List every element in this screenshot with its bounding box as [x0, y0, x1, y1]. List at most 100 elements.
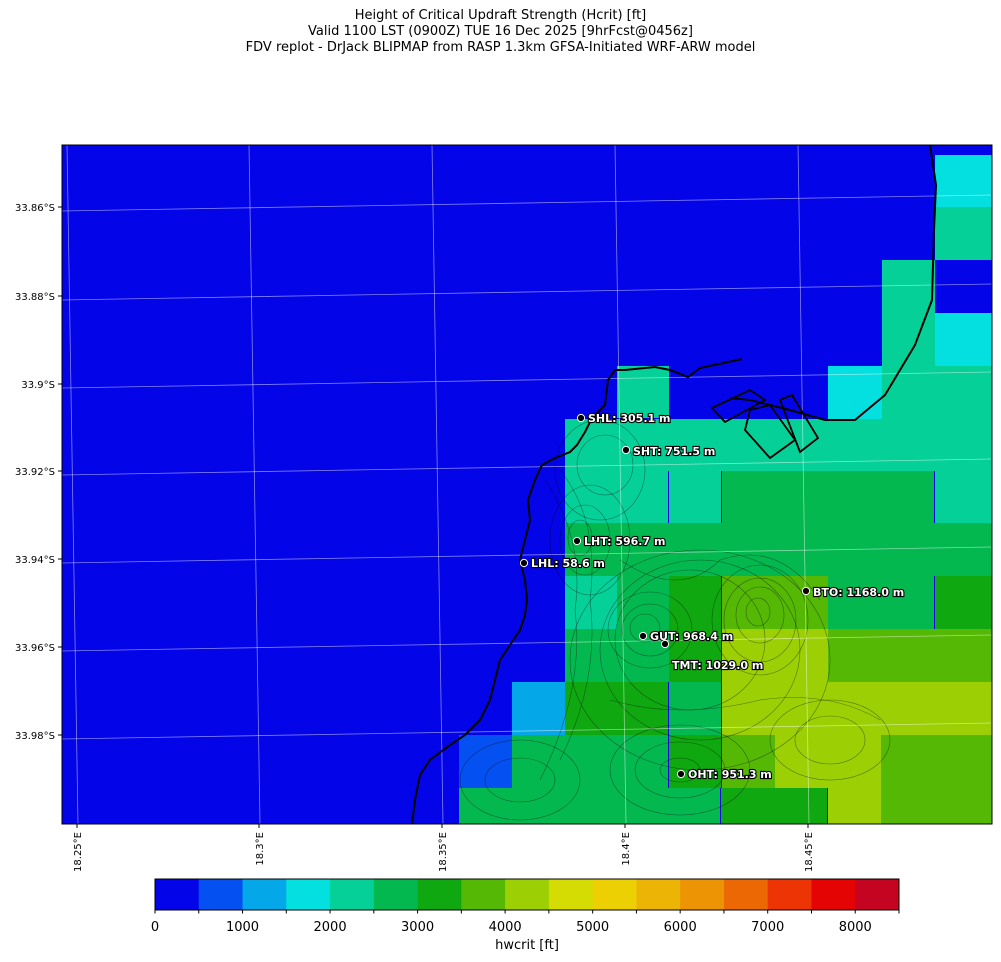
grid-cell: [617, 576, 669, 629]
colorbar-swatch: [417, 879, 462, 910]
station-marker-gut: [638, 631, 648, 641]
longitude-line: [66, 145, 79, 824]
grid-cell: [669, 682, 721, 735]
station-label-lht: LHT: 596.7 m: [584, 535, 665, 548]
latitude-ticks: 33.86°S 33.88°S 33.9°S 33.92°S 33.94°S 33.96°…: [15, 203, 62, 742]
station-marker-tmt: [660, 639, 670, 649]
grid-cell: [828, 576, 934, 629]
harbour-pier: [744, 403, 797, 460]
colorbar-swatch: [330, 879, 375, 910]
longitude-line: [797, 145, 810, 824]
grid-cell: [881, 788, 992, 824]
terrain-contours: [459, 419, 891, 821]
station-label-tmt: TMT: 1029.0 m: [672, 659, 763, 672]
grid-cell: [881, 629, 992, 682]
colorbar-swatch: [373, 879, 419, 910]
title-line-1: Height of Critical Updraft Strength (Hcr…: [354, 8, 647, 23]
graticule: [62, 145, 992, 824]
grid-cell: [459, 788, 512, 824]
longitude-line: [248, 145, 261, 824]
colorbar-swatch: [811, 879, 856, 910]
grid-cell: [669, 576, 721, 629]
grid-cell: [512, 735, 565, 788]
station-marker-shl: [576, 413, 586, 423]
map-area: SHL: 305.1 m SHT: 751.5 m LHT: 596.7 m LHL:…: [62, 145, 992, 824]
grid-cell: [775, 735, 881, 788]
station-label-lhl: LHL: 58.6 m: [531, 557, 605, 570]
coastline-east: [729, 145, 938, 421]
grid-cell: [722, 682, 992, 735]
grid-cell: [669, 629, 721, 682]
grid-cell: [722, 471, 934, 523]
harbour-mole: [778, 393, 820, 454]
harbour-breakwater: [710, 388, 767, 424]
station-marker-lht: [572, 536, 582, 546]
colorbar-swatch: [155, 879, 200, 910]
colorbar-tick-label: 5000: [576, 920, 609, 935]
grid-cell: [935, 471, 992, 523]
station-label-sht: SHT: 751.5 m: [633, 445, 715, 458]
grid-cell: [669, 471, 721, 523]
latitude-line: [62, 194, 992, 212]
colorbar-swatch: [461, 879, 506, 910]
grid-cell: [565, 682, 668, 735]
hcrit-grid: [459, 155, 992, 824]
grid-cell: [669, 735, 721, 788]
latitude-line: [62, 371, 992, 389]
colorbar-tick-label: 7000: [751, 920, 784, 935]
lat-tick-label: 33.9°S: [21, 380, 55, 391]
longitude-ticks: 18.25°E 18.3°E 18.35°E 18.4°E 18.45°E: [73, 824, 815, 872]
lon-tick-label: 18.3°E: [255, 832, 266, 866]
grid-cell: [882, 366, 992, 419]
colorbar-label: hwcrit [ft]: [495, 938, 559, 953]
grid-cell: [565, 629, 617, 682]
grid-cell: [565, 576, 617, 629]
station-marker-oht: [676, 769, 686, 779]
station-marker-bto: [801, 586, 811, 596]
colorbar-swatch: [548, 879, 594, 910]
colorbar-tick-label: 3000: [401, 920, 434, 935]
colorbar-swatch: [242, 879, 287, 910]
colorbar: 0 1000 2000 3000 4000 5000 6000 7000 8000 hwcrit…: [151, 878, 900, 953]
lon-tick-label: 18.25°E: [73, 832, 84, 872]
map-frame: [61, 144, 993, 825]
lon-tick-label: 18.35°E: [438, 832, 449, 872]
latitude-line: [62, 283, 992, 301]
colorbar-swatch: [636, 879, 681, 910]
grid-cell: [512, 788, 720, 824]
colorbar-swatch: [505, 879, 550, 910]
station-label-oht: OHT: 951.3 m: [688, 768, 772, 781]
lat-tick-label: 33.88°S: [15, 292, 55, 303]
latitude-line: [62, 458, 992, 476]
station-label-gut: GUT: 968.4 m: [650, 630, 733, 643]
grid-cell: [935, 155, 992, 207]
lon-tick-label: 18.4°E: [621, 832, 632, 866]
grid-cell: [935, 207, 992, 260]
latitude-line: [62, 722, 992, 740]
longitude-line: [614, 145, 627, 824]
station-marker-lhl: [519, 558, 529, 568]
colorbar-ticks: 0 1000 2000 3000 4000 5000 6000 7000 8000: [151, 910, 900, 935]
colorbar-swatch: [198, 879, 244, 910]
grid-cell: [935, 313, 992, 366]
colorbar-tick-label: 6000: [664, 920, 697, 935]
colorbar-swatches: [155, 879, 900, 910]
colorbar-tick-label: 0: [151, 920, 159, 935]
title-line-3: FDV replot - DrJack BLIPMAP from RASP 1.…: [245, 40, 756, 55]
colorbar-tick-label: 8000: [839, 920, 872, 935]
grid-cell: [935, 576, 992, 629]
colorbar-tick-label: 4000: [489, 920, 522, 935]
grid-cell: [721, 788, 827, 824]
chart-title: Height of Critical Updraft Strength (Hcr…: [0, 8, 1001, 56]
stations: SHL: 305.1 m SHT: 751.5 m LHT: 596.7 m LHL:…: [519, 411, 905, 782]
grid-cell: [565, 419, 992, 471]
title-line-2: Valid 1100 LST (0900Z) TUE 16 Dec 2025 […: [308, 24, 693, 39]
grid-cell: [565, 735, 668, 788]
grid-cell: [617, 366, 669, 418]
colorbar-tick-label: 1000: [226, 920, 259, 935]
colorbar-swatch: [767, 879, 812, 910]
station-label-bto: BTO: 1168.0 m: [813, 586, 904, 599]
lat-tick-label: 33.96°S: [15, 643, 55, 654]
longitude-line: [431, 145, 444, 824]
